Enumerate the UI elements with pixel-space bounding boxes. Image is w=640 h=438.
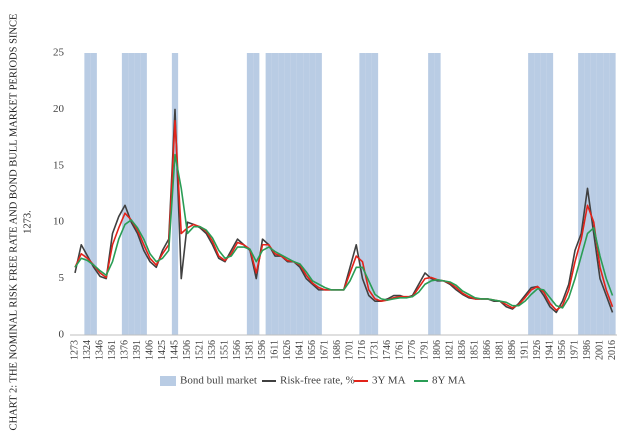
legend-label: 8Y MA (432, 375, 466, 387)
x-tick-label: 1956 (557, 340, 568, 360)
x-tick-label: 1716 (357, 340, 368, 360)
legend-label: Bond bull market (180, 375, 257, 387)
series-line (74, 153, 614, 309)
x-tick-label: 1866 (482, 340, 493, 360)
x-tick-label: 1581 (244, 340, 255, 360)
y-tick-label: 15 (53, 159, 65, 171)
y-tick-label: 25 (53, 47, 65, 59)
x-tick-label: 1445 (169, 340, 180, 360)
bull-market-bar (578, 53, 585, 335)
x-tick-label: 1791 (419, 340, 430, 360)
x-tick-label: 1551 (219, 340, 230, 360)
x-tick-label: 1971 (569, 340, 580, 360)
bull-market-bar (90, 53, 97, 335)
x-tick-label: 1626 (282, 340, 293, 360)
x-tick-label: 1731 (369, 340, 380, 360)
x-tick-label: 1821 (444, 340, 455, 360)
bull-market-bar (534, 53, 541, 335)
x-tick-label: 1896 (507, 340, 518, 360)
bull-market-bar (265, 53, 272, 335)
y-tick-label: 0 (59, 329, 65, 341)
x-tick-label: 1506 (182, 340, 193, 360)
x-tick-label: 1376 (119, 340, 130, 360)
x-tick-label: 2001 (594, 340, 605, 360)
bull-market-bar (309, 53, 316, 335)
bull-market-bar (84, 53, 91, 335)
x-tick-label: 1926 (532, 340, 543, 360)
x-tick-label: 1746 (382, 340, 393, 360)
y-tick-label: 10 (53, 216, 65, 228)
bull-market-bar (121, 53, 129, 335)
x-tick-label: 2016 (607, 340, 618, 360)
bull-market-bar (540, 53, 547, 335)
legend-label: Risk-free rate, % (280, 375, 355, 387)
bull-market-bar (371, 53, 379, 335)
x-tick-label: 1596 (257, 340, 268, 360)
bull-market-bar (596, 53, 604, 335)
bull-market-bar (290, 53, 297, 335)
bull-market-bar (359, 53, 366, 335)
chart-title: 1273. (22, 210, 33, 234)
x-tick-label: 1986 (582, 340, 593, 360)
y-tick-label: 20 (53, 103, 65, 115)
x-tick-label: 1324 (82, 340, 93, 360)
bull-market-bar (528, 53, 535, 335)
bull-market-bar (278, 53, 285, 335)
bull-market-bar (434, 53, 441, 335)
x-tick-label: 1566 (232, 340, 243, 360)
x-tick-label: 1406 (144, 340, 155, 360)
x-tick-label: 1941 (544, 340, 555, 360)
x-tick-label: 1911 (519, 340, 530, 360)
x-tick-label: 1806 (432, 340, 443, 360)
bull-market-bar (246, 53, 254, 335)
x-tick-label: 1346 (94, 340, 105, 360)
bull-market-bar (603, 53, 610, 335)
x-tick-label: 1273 (69, 340, 80, 360)
bull-market-bar (171, 53, 179, 335)
bull-market-bar (590, 53, 597, 335)
bull-market-bar (271, 53, 279, 335)
bull-market-bar (609, 53, 616, 335)
bull-market-bar (134, 53, 141, 335)
x-tick-label: 1611 (269, 340, 280, 360)
x-tick-label: 1701 (344, 340, 355, 360)
x-tick-label: 1851 (469, 340, 480, 360)
x-tick-label: 1641 (294, 340, 305, 360)
bull-market-bar (303, 53, 310, 335)
x-tick-label: 1391 (132, 340, 143, 360)
x-tick-label: 1761 (394, 340, 405, 360)
x-tick-label: 1361 (107, 340, 118, 360)
bull-market-bar (253, 53, 260, 335)
x-tick-label: 1536 (207, 340, 218, 360)
x-tick-label: 1656 (307, 340, 318, 360)
legend-swatch (160, 376, 176, 386)
x-tick-label: 1425 (157, 340, 168, 360)
bull-market-bar (315, 53, 322, 335)
x-tick-label: 1521 (194, 340, 205, 360)
bull-market-bar (284, 53, 291, 335)
bull-market-bar (365, 53, 372, 335)
bull-market-bar (428, 53, 435, 335)
x-tick-label: 1671 (319, 340, 330, 360)
chart-title: CHART 2: THE NOMINAL RISK FREE RATE AND … (8, 14, 19, 431)
x-tick-label: 1881 (494, 340, 505, 360)
y-tick-label: 5 (59, 272, 65, 284)
bull-market-bar (140, 53, 147, 335)
bull-market-bar (296, 53, 304, 335)
legend-label: 3Y MA (372, 375, 406, 387)
bull-market-bar (128, 53, 135, 335)
x-tick-label: 1836 (457, 340, 468, 360)
bull-market-bar (546, 53, 554, 335)
x-tick-label: 1686 (332, 340, 343, 360)
x-tick-label: 1776 (407, 340, 418, 360)
